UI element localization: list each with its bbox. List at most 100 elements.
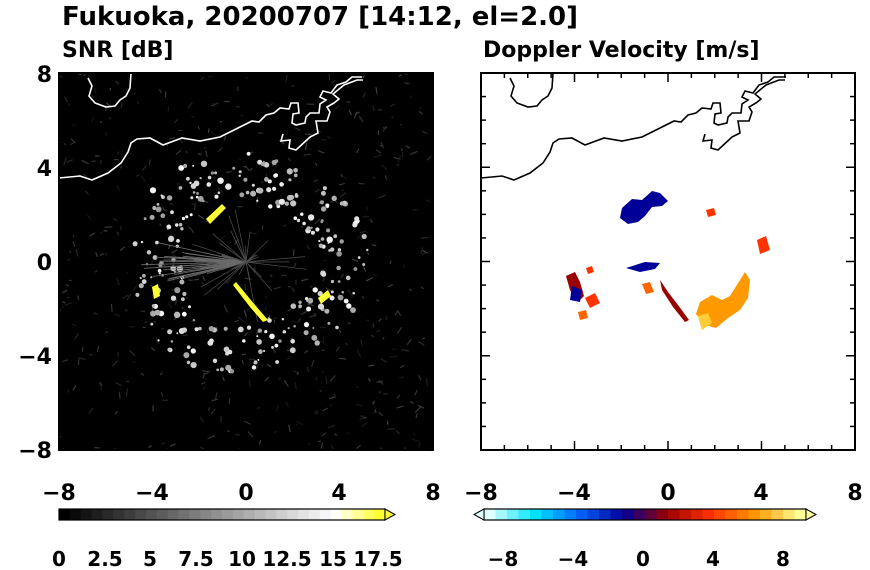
noise-speck (137, 101, 139, 104)
colorbar-segment (308, 509, 321, 520)
echo-speck (298, 304, 302, 309)
echo-speck (189, 213, 193, 217)
noise-speck (124, 309, 129, 312)
colorbar-segment (232, 509, 245, 520)
noise-speck (115, 381, 123, 387)
noise-speck (283, 224, 287, 227)
echo-speck (290, 339, 296, 344)
echo-speck (307, 214, 315, 221)
noise-speck (257, 132, 264, 134)
noise-speck (283, 379, 289, 387)
noise-speck (292, 249, 295, 256)
echo-speck (282, 330, 286, 334)
noise-speck (418, 106, 422, 111)
noise-speck (219, 120, 222, 123)
echo-speck (246, 151, 251, 156)
noise-speck (297, 317, 301, 323)
noise-speck (194, 275, 200, 277)
colorbar-segment (374, 509, 386, 520)
echo-speck (276, 204, 281, 209)
noise-speck (362, 265, 367, 272)
echo-speck (286, 168, 293, 175)
echo-speck (320, 190, 326, 196)
echo-speck (257, 358, 260, 361)
colorbar-segment (771, 509, 784, 520)
colorbar-segment (645, 509, 657, 520)
doppler-receding-echo-southeast-light (698, 313, 712, 330)
noise-speck (169, 443, 176, 447)
noise-speck (355, 403, 363, 407)
noise-speck (142, 326, 146, 329)
noise-speck (167, 105, 170, 112)
noise-speck (122, 294, 130, 300)
echo-speck (173, 311, 181, 318)
snr-strong-echo-east (318, 290, 331, 304)
noise-speck (98, 382, 103, 390)
noise-speck (69, 141, 76, 146)
noise-speck (379, 144, 383, 147)
noise-speck (132, 285, 138, 292)
colorbar-extend-max (805, 508, 818, 521)
noise-speck (366, 252, 370, 256)
noise-speck (77, 295, 80, 301)
colorbar-segment (352, 509, 364, 520)
noise-speck (308, 314, 317, 318)
colorbar-segment (211, 509, 223, 520)
noise-speck (222, 376, 225, 382)
noise-speck (418, 441, 421, 448)
echo-speck (152, 206, 157, 210)
y-tick-label: −8 (18, 439, 52, 464)
x-tick-label: 0 (660, 481, 675, 506)
echo-speck (264, 177, 269, 182)
noise-speck (116, 185, 121, 192)
snr-axis-ticks (58, 72, 434, 451)
noise-speck (215, 327, 219, 332)
x-tick-label: 0 (238, 481, 253, 506)
echo-speck (176, 332, 179, 335)
colorbar-segment (737, 509, 749, 520)
snr-coastline (59, 76, 364, 181)
doppler-echo-small-west (586, 266, 594, 274)
noise-speck (293, 262, 297, 268)
echo-speck (245, 190, 250, 195)
noise-speck (94, 446, 100, 449)
noise-speck (380, 141, 384, 149)
noise-speck (362, 92, 366, 98)
doppler-receding-echo-line (660, 280, 689, 322)
echo-speck (155, 206, 162, 213)
noise-speck (343, 176, 348, 179)
noise-speck (346, 432, 350, 435)
echo-speck (314, 340, 320, 346)
colorbar-extend-min (472, 508, 485, 521)
echo-speck (243, 177, 248, 182)
noise-speck (356, 444, 362, 449)
echo-speck (275, 360, 279, 364)
noise-speck (200, 281, 205, 286)
noise-speck (328, 396, 335, 400)
noise-speck (311, 360, 315, 367)
noise-speck (104, 226, 113, 228)
noise-speck (325, 376, 328, 385)
noise-speck (129, 350, 136, 357)
echo-speck (150, 322, 154, 326)
noise-speck (300, 278, 309, 282)
doppler-echo-small-sw (578, 310, 588, 320)
noise-speck (399, 365, 405, 369)
echo-speck (318, 243, 324, 248)
echo-speck (310, 226, 313, 229)
noise-speck (356, 148, 360, 154)
noise-speck (391, 348, 397, 351)
noise-speck (381, 164, 388, 171)
noise-speck (237, 86, 239, 92)
echo-speck (251, 183, 255, 187)
noise-speck (63, 96, 69, 103)
echo-speck (216, 368, 220, 372)
noise-speck (426, 155, 432, 161)
noise-speck (398, 376, 405, 379)
echo-speck (345, 275, 351, 281)
colorbar-segment (495, 509, 508, 520)
noise-speck (322, 407, 329, 412)
noise-speck (178, 129, 183, 132)
echo-speck (312, 287, 318, 293)
noise-speck (74, 332, 79, 340)
